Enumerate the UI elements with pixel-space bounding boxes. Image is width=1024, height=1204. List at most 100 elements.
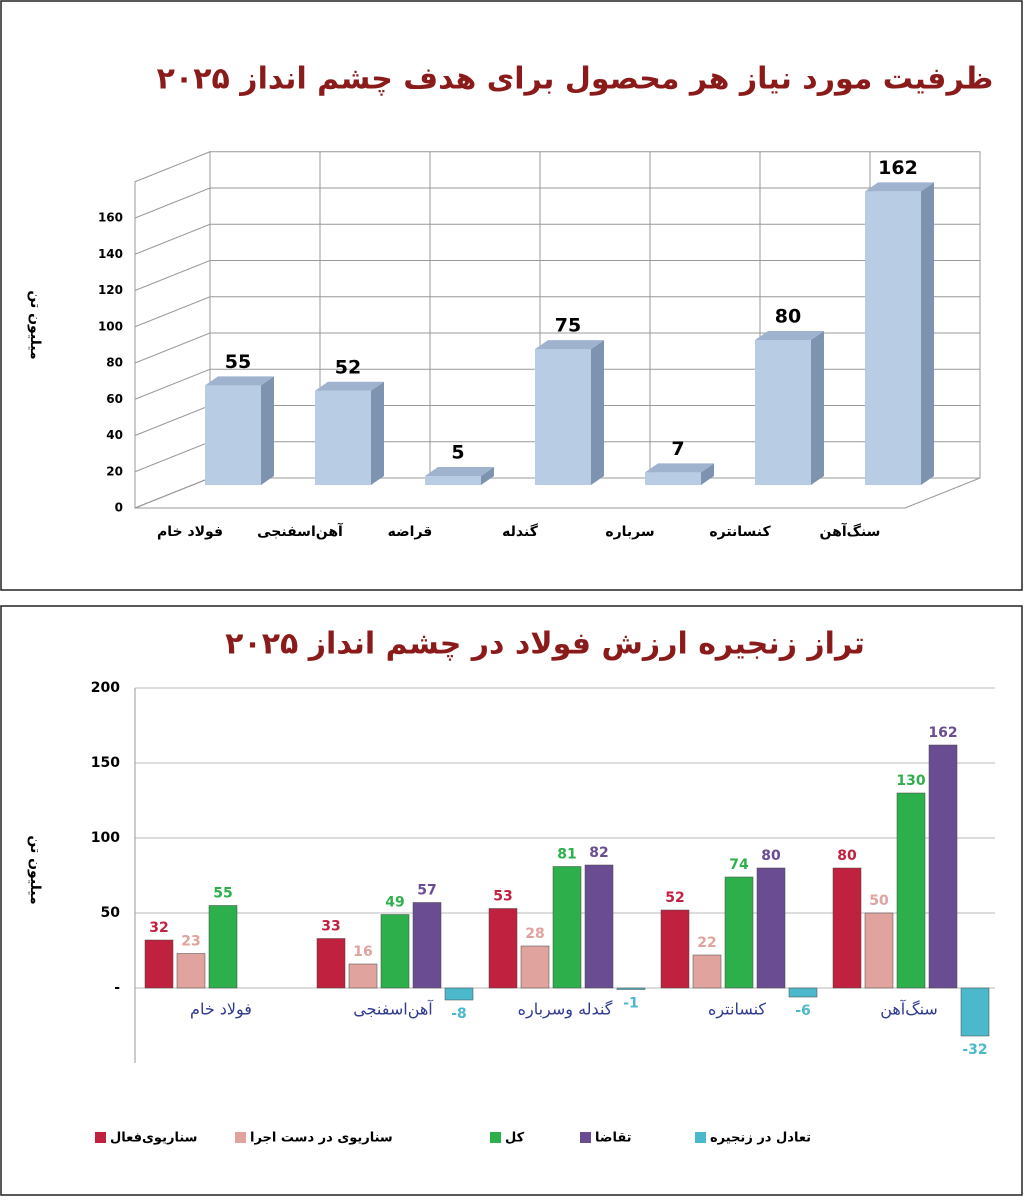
x-tick-label: قراضه xyxy=(388,524,433,540)
bar xyxy=(520,945,550,989)
bar-top xyxy=(535,340,604,350)
grid-line xyxy=(134,223,980,255)
y-tick-label: 160 xyxy=(98,211,123,225)
x-tick-label: کنسانتره xyxy=(708,1000,766,1020)
value-label: 81 xyxy=(557,847,576,863)
value-label: 7 xyxy=(671,438,684,460)
bar xyxy=(584,864,614,989)
bar xyxy=(380,914,410,989)
x-tick-label: گندله xyxy=(502,523,539,540)
bar-top xyxy=(645,463,714,473)
value-label: 80 xyxy=(761,848,781,864)
bar xyxy=(425,475,481,485)
value-label: 33 xyxy=(321,919,340,935)
value-label: 75 xyxy=(555,315,581,337)
bar xyxy=(864,912,894,989)
value-label: 130 xyxy=(896,773,925,789)
x-tick-label: سرباره xyxy=(605,524,654,540)
y-tick-label: 0 xyxy=(115,501,123,515)
bar xyxy=(660,909,690,989)
y-tick-label: - xyxy=(114,980,120,996)
legend-swatch xyxy=(235,1132,246,1143)
value-label: 162 xyxy=(878,157,918,179)
value-label: 49 xyxy=(385,895,404,911)
x-tick-label: کنسانتره xyxy=(709,524,771,540)
value-label: 80 xyxy=(837,848,857,864)
bar xyxy=(488,908,518,989)
value-label: 50 xyxy=(869,893,889,909)
x-tick-label: سنگ‌آهن xyxy=(820,522,881,540)
grid-line xyxy=(134,332,980,364)
bar xyxy=(928,744,958,989)
bar-top xyxy=(425,466,494,476)
value-label: 80 xyxy=(775,306,801,328)
bar xyxy=(832,867,862,989)
x-tick-label: فولاد خام xyxy=(190,1000,252,1020)
bar xyxy=(645,472,701,485)
bar xyxy=(176,953,206,989)
bar xyxy=(788,987,818,998)
legend-label: سناریوی در دست اجرا xyxy=(250,1131,393,1146)
legend-label: تعادل در زنجیره xyxy=(710,1131,811,1146)
x-tick-label: فولاد خام xyxy=(157,524,223,540)
bar-side xyxy=(371,381,384,485)
value-label: 28 xyxy=(525,926,544,942)
bar-side xyxy=(261,376,274,485)
bar-side xyxy=(921,182,934,485)
bar xyxy=(315,390,371,485)
y-axis-label: میلیون تن xyxy=(27,835,43,904)
value-label: 57 xyxy=(417,883,436,899)
value-label: 55 xyxy=(225,351,251,373)
legend-swatch xyxy=(490,1132,501,1143)
bar xyxy=(616,987,646,990)
y-tick-label: 120 xyxy=(98,283,123,297)
value-label: -6 xyxy=(795,1003,811,1019)
bar xyxy=(316,938,346,989)
bar xyxy=(865,191,921,485)
x-tick-label: گندله وسرباره xyxy=(518,1000,613,1020)
legend-label: سناریوی‌فعال xyxy=(110,1131,197,1146)
x-tick-label: آهن‌اسفنجی xyxy=(353,1000,434,1020)
y-tick-label: 60 xyxy=(106,392,123,406)
grid-line xyxy=(134,187,980,219)
legend-swatch xyxy=(95,1132,106,1143)
value-label: 16 xyxy=(353,944,372,960)
panel xyxy=(0,0,1023,591)
bar xyxy=(755,340,811,485)
bar-side xyxy=(701,463,714,485)
bar-top xyxy=(205,376,274,386)
y-tick-label: 140 xyxy=(98,247,123,261)
side-wall xyxy=(134,151,211,509)
bar-top xyxy=(315,381,384,391)
value-label: 82 xyxy=(589,845,608,861)
bar-top xyxy=(755,331,824,340)
value-label: -32 xyxy=(962,1042,987,1058)
bar xyxy=(205,385,261,485)
grid-line xyxy=(134,296,980,328)
value-label: 74 xyxy=(729,857,749,873)
legend-label: تقاضا xyxy=(595,1131,632,1146)
y-tick-label: 40 xyxy=(106,428,123,442)
bar xyxy=(756,867,786,989)
y-tick-label: 80 xyxy=(106,356,123,370)
bar xyxy=(896,792,926,989)
y-tick-label: 200 xyxy=(91,680,120,696)
y-tick-label: 20 xyxy=(106,464,123,478)
value-label: 52 xyxy=(665,890,684,906)
bar-side xyxy=(811,331,824,485)
value-label: 53 xyxy=(493,889,512,905)
legend-swatch xyxy=(695,1132,706,1143)
value-label: 162 xyxy=(928,725,957,741)
y-tick-label: 150 xyxy=(91,755,120,771)
value-label: 22 xyxy=(697,935,716,951)
value-label: -8 xyxy=(451,1006,467,1022)
value-label: 52 xyxy=(335,356,361,378)
bar xyxy=(412,902,442,989)
y-axis-label: میلیون تن xyxy=(27,290,43,359)
bar xyxy=(960,987,990,1037)
value-label: 55 xyxy=(213,886,232,902)
bar xyxy=(444,987,474,1001)
panel xyxy=(0,605,1023,1196)
bar-side xyxy=(591,340,604,485)
